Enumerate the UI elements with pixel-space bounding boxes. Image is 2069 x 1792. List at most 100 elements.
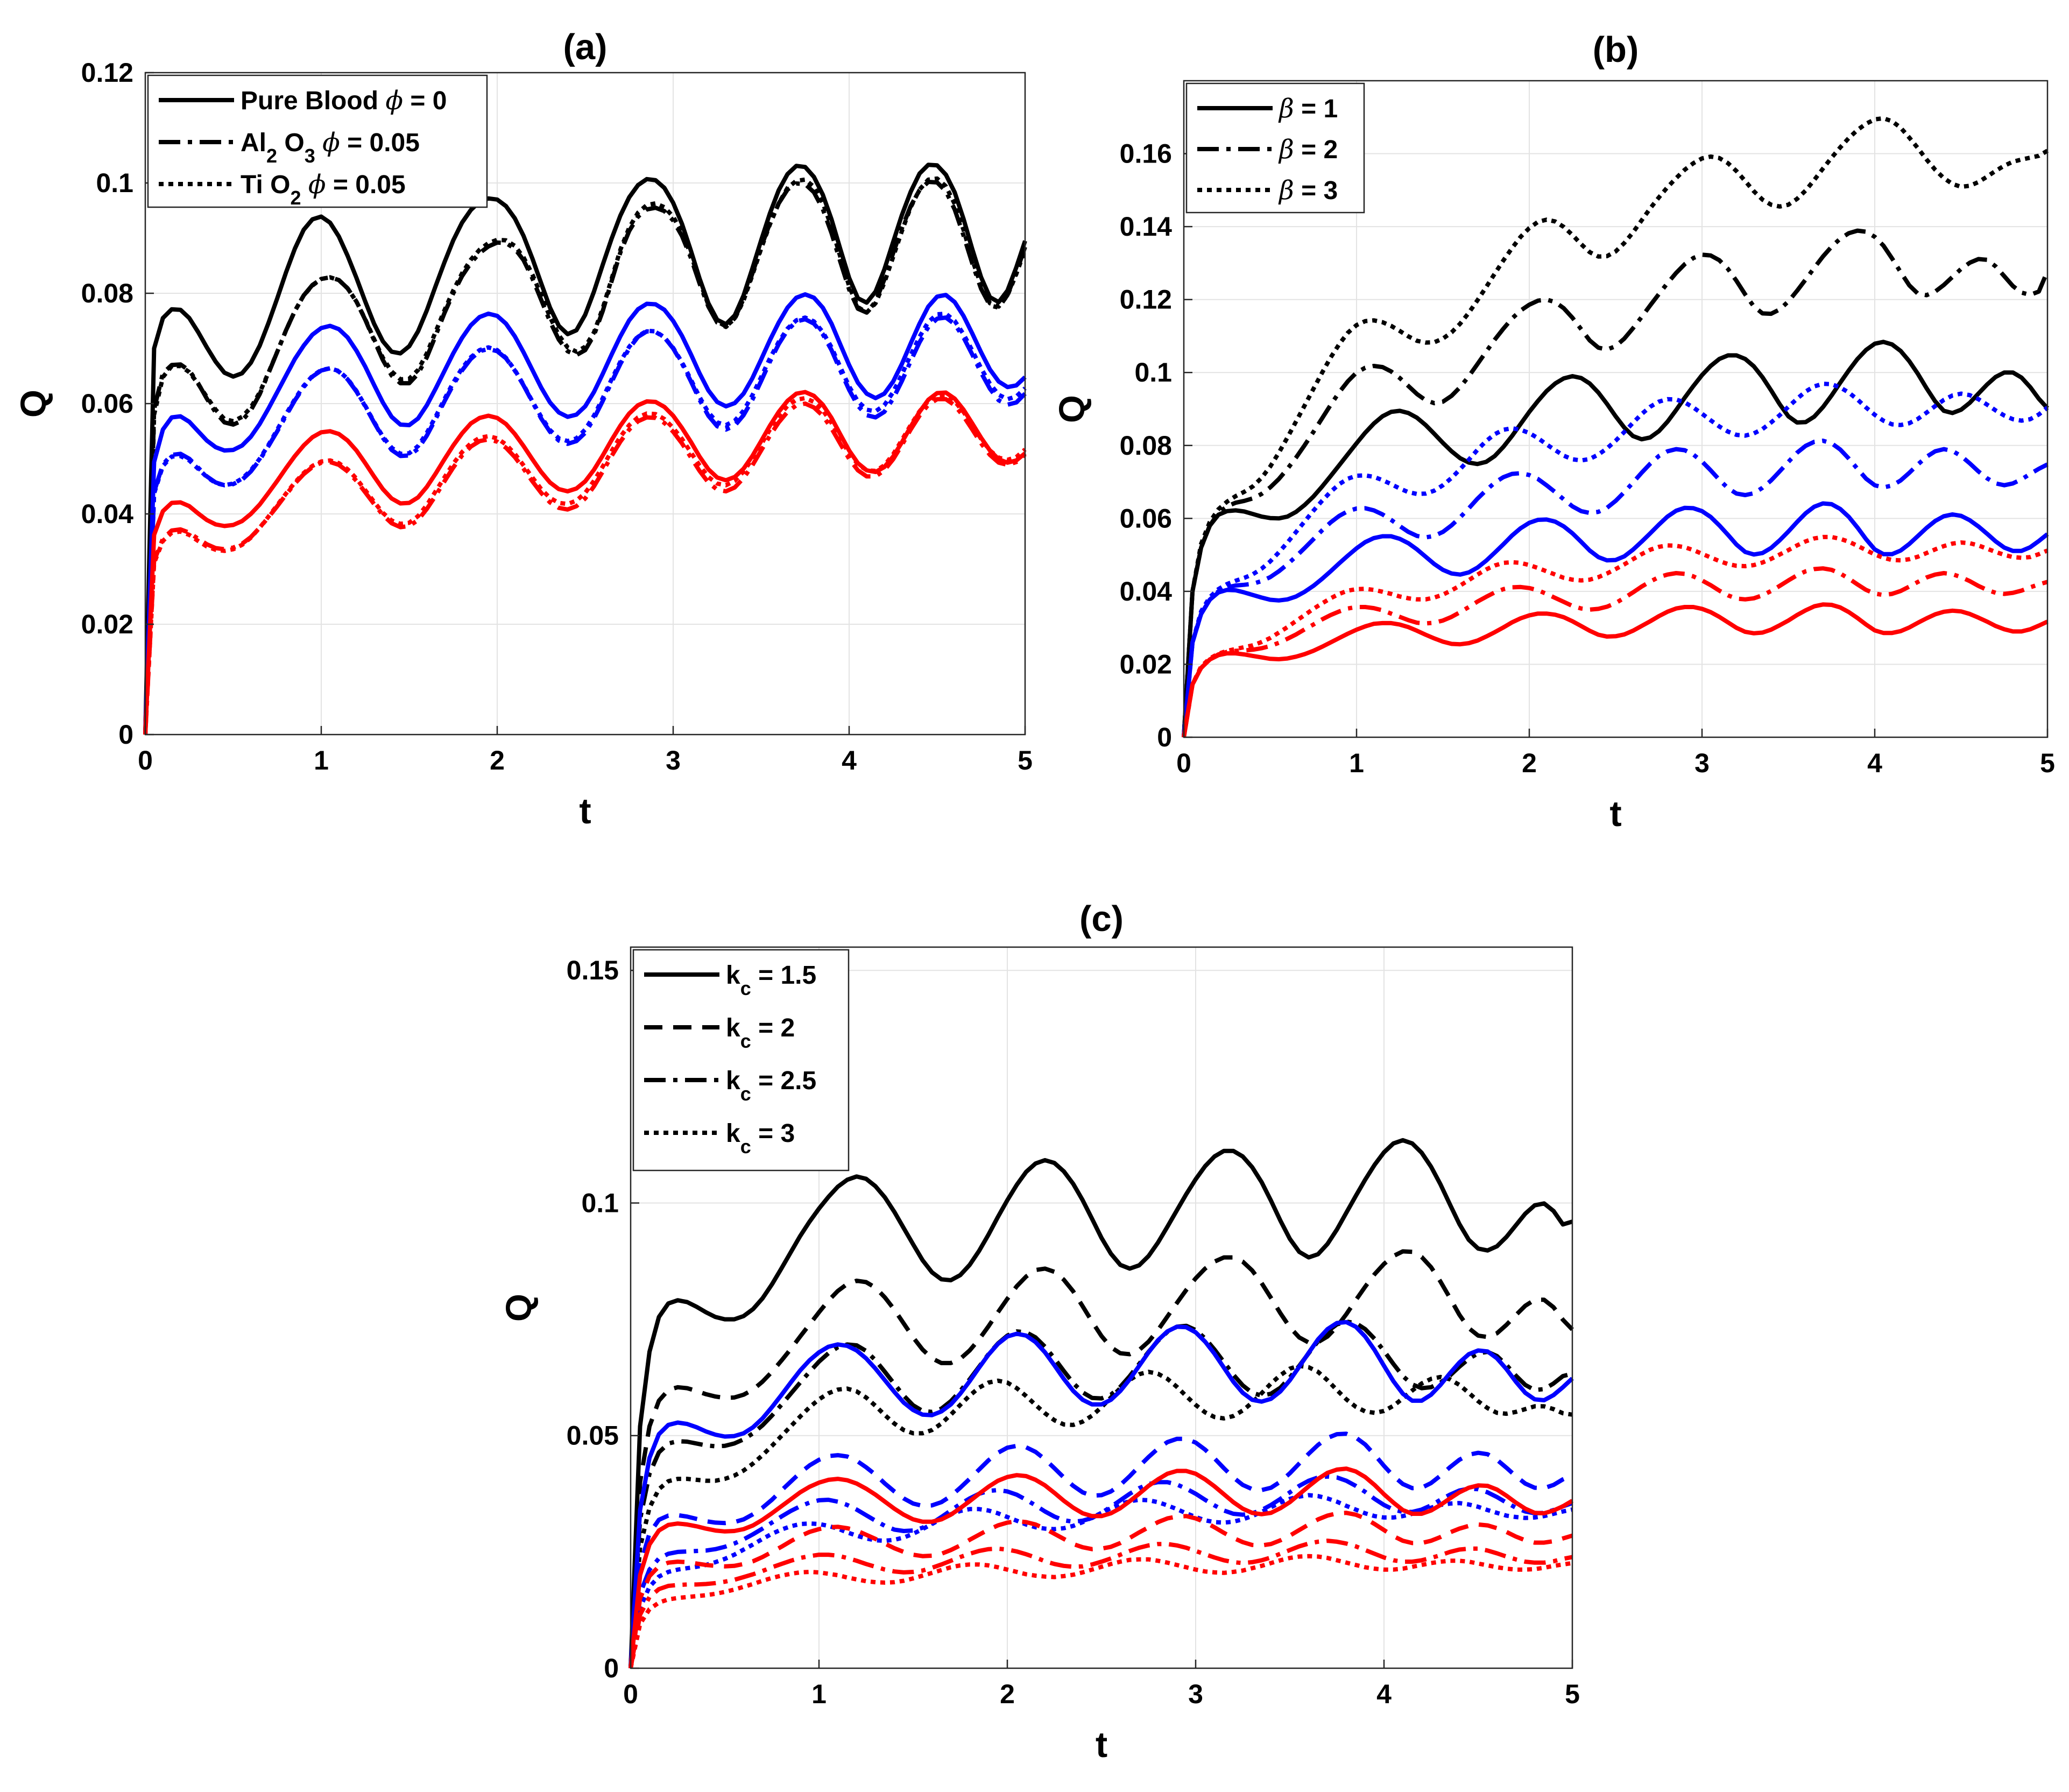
panel-a-xtick-label-4: 4 (842, 745, 857, 775)
panel-b-legend-label-2-part-1: = 3 (1294, 177, 1338, 205)
panel-a-series-red-dashdot (143, 397, 1027, 735)
panel-a-legend-label-1-part-1: 2 (266, 145, 277, 167)
panel-c-ytick-label-3: 0.15 (567, 955, 619, 985)
panel-b-axes-frame (1183, 80, 2049, 738)
panel-a-ytick-label-4: 0.08 (81, 278, 133, 308)
panel-b-xtick-label-2: 2 (1522, 748, 1537, 778)
panel-c-xtick-label-3: 3 (1188, 1679, 1203, 1709)
panel-c-legend-label-3-part-1: c (740, 1135, 751, 1158)
panel-a-series-red-dotted (143, 393, 1027, 735)
panel-c-legend-label-2-part-1: c (740, 1083, 751, 1105)
panel-c-series-red-dashed (629, 1511, 1573, 1669)
panel-b-ytick-label-1: 0.02 (1120, 649, 1172, 679)
panel-a: 0 1 2 3 4 500.020.040.060.080.10.12(a)tQPure … (13, 27, 1033, 831)
panel-b-ylabel: Q (1052, 395, 1092, 423)
panel-c-xlabel: t (1096, 1725, 1107, 1765)
panel-b-ytick-label-7: 0.14 (1120, 211, 1173, 242)
panel-b-ytick-label-2: 0.04 (1120, 576, 1173, 606)
panel-a-series-blue-dotted (143, 311, 1027, 735)
panel-b-series-blue-solid (1182, 501, 2049, 738)
panel-a-xtick-label-1: 1 (314, 745, 329, 775)
panel-a-legend-label-2-part-4: = 0.05 (326, 171, 406, 199)
panel-b-legend-label-2: β = 3 (1278, 175, 1338, 206)
panel-b-series-black-solid (1182, 340, 2049, 738)
panel-a-ylabel: Q (13, 390, 54, 418)
panel-b-ytick-label-5: 0.1 (1134, 357, 1172, 387)
panel-b-ytick-label-0: 0 (1157, 722, 1172, 752)
panel-a-legend-label-0-part-2: = 0 (403, 87, 447, 115)
panel-c-ytick-label-0: 0 (604, 1653, 619, 1683)
panel-c-series-black-dotted (629, 1364, 1573, 1669)
panel-a-xtick-label-3: 3 (666, 745, 681, 775)
panel-c-legend-label-2-part-0: k (726, 1067, 740, 1095)
panel-a-series-red-solid (143, 390, 1027, 735)
panel-a-ytick-label-2: 0.04 (81, 499, 134, 529)
panel-a-legend-label-2-part-2 (301, 171, 308, 199)
panel-a-series-blue-dashdot (143, 315, 1027, 735)
panel-b-ytick-label-4: 0.08 (1120, 431, 1172, 461)
panel-c-axes-frame (630, 946, 1573, 1669)
panel-b-series-blue-dashdot (1182, 439, 2049, 738)
panel-c-legend-label-1-part-2: = 2 (751, 1014, 795, 1042)
panel-a-legend-label-2-part-3: ϕ (308, 170, 326, 200)
panel-c-xtick-label-4: 4 (1376, 1679, 1392, 1709)
panel-c-legend: kc = 1.5kc = 2kc = 2.5kc = 3 (632, 949, 850, 1172)
panel-a-xtick-label-5: 5 (1018, 745, 1033, 775)
panel-a-xtick-label-0: 0 (138, 745, 153, 775)
panel-a-legend-label-1-part-6: = 0.05 (340, 129, 420, 157)
panel-a-series-blue-solid (143, 292, 1027, 735)
panel-b-series-red-solid (1182, 602, 2049, 738)
panel-b-title: (b) (1593, 30, 1639, 70)
panel-c-series-black-solid (629, 1138, 1573, 1669)
panel-b-legend-label-0-part-1: = 1 (1294, 95, 1338, 123)
panel-a-legend-label-1-part-5: ϕ (322, 128, 340, 158)
panel-a-xlabel: t (579, 791, 591, 831)
panel-a-legend-label-0-part-1: ϕ (385, 86, 403, 116)
panel-b-legend: β = 1β = 2β = 3 (1185, 82, 1365, 214)
panel-c-series-blue-dashdot (629, 1474, 1573, 1669)
panel-a-legend-label-2-part-0: Ti O (241, 171, 290, 199)
panel-b-ytick-label-3: 0.06 (1120, 503, 1172, 533)
panel-a-legend-label-1-part-0: Al (241, 129, 266, 157)
panel-c-legend-label-0-part-0: k (726, 961, 740, 990)
panel-c-series-blue-dotted (629, 1493, 1573, 1669)
panel-b-ytick-label-8: 0.16 (1120, 139, 1172, 169)
panel-a-legend-label-1-part-4 (315, 129, 322, 157)
panel-c-legend-label-3-part-0: k (726, 1119, 740, 1148)
panel-c-legend-label-0: kc = 1.5 (726, 961, 816, 999)
panel-c-ylabel: Q (499, 1294, 539, 1322)
panel-a-legend-label-1-part-2: O (277, 129, 305, 157)
panel-b-xtick-label-5: 5 (2040, 748, 2055, 778)
panel-b-legend-label-0: β = 1 (1278, 94, 1338, 124)
panel-a-ytick-label-1: 0.02 (81, 609, 133, 639)
panel-b-xtick-label-0: 0 (1176, 748, 1191, 778)
panel-c-xtick-label-0: 0 (623, 1679, 638, 1709)
panel-c-series-red-dotted (629, 1554, 1573, 1669)
panel-c-legend-label-0-part-2: = 1.5 (751, 961, 816, 990)
panel-c-series-black-dashdot (629, 1319, 1573, 1669)
panel-a-series-black-dotted (143, 176, 1027, 735)
panel-a-legend-label-2-part-1: 2 (290, 187, 301, 209)
panel-b-series-black-dotted (1182, 116, 2049, 738)
panel-b-ytick-label-6: 0.12 (1120, 285, 1172, 315)
panel-c-series-blue-dashed (629, 1431, 1573, 1669)
panel-c-legend-label-2: kc = 2.5 (726, 1067, 816, 1105)
panel-a-series-black-solid (143, 163, 1027, 735)
panel-b-xtick-label-1: 1 (1349, 748, 1364, 778)
panel-c-ytick-label-1: 0.05 (567, 1421, 619, 1451)
panel-c-series-black-dashed (629, 1249, 1574, 1669)
panel-b-legend-label-2-part-0: β (1278, 175, 1294, 206)
panel-c-legend-label-1-part-0: k (726, 1014, 740, 1042)
panel-c-xtick-label-1: 1 (811, 1679, 827, 1709)
panel-c-series-blue-solid (629, 1320, 1574, 1669)
panel-b-legend-label-0-part-0: β (1278, 94, 1294, 124)
panel-a-ytick-label-5: 0.1 (96, 168, 133, 198)
panel-a-legend-label-0: Pure Blood ϕ = 0 (241, 86, 447, 116)
panel-b-series-red-dashdot (1182, 566, 2049, 738)
panel-b-xtick-label-3: 3 (1694, 748, 1710, 778)
panel-c-legend-label-2-part-2: = 2.5 (751, 1067, 816, 1095)
panel-c-legend-box (632, 949, 850, 1172)
